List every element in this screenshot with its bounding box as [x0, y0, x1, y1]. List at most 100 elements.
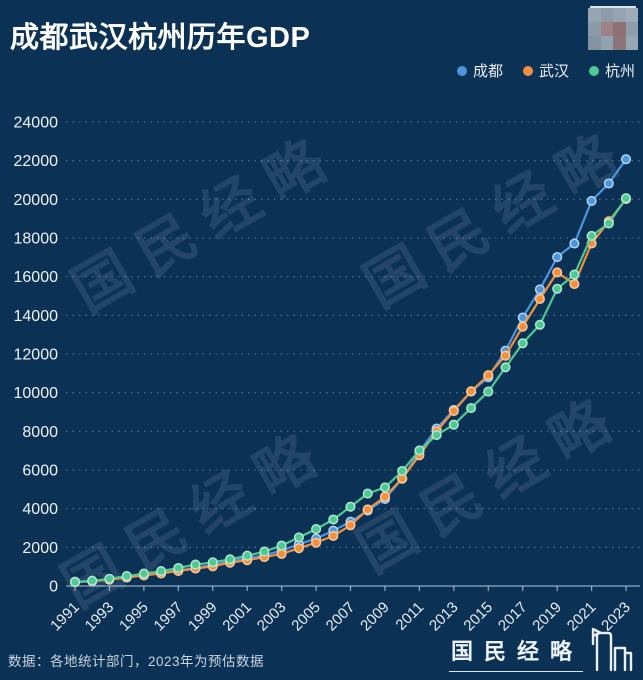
data-point-wuhan [311, 537, 322, 548]
x-tick-label: 1993 [82, 599, 118, 635]
data-point-hangzhou [293, 532, 304, 543]
y-tick-label: 24000 [14, 115, 59, 132]
data-point-hangzhou [87, 575, 98, 586]
censored-logo-pixel [625, 36, 638, 50]
data-point-hangzhou [207, 557, 218, 568]
data-point-hangzhou [517, 338, 528, 349]
data-point-hangzhou [466, 403, 477, 414]
building-icon [591, 627, 633, 672]
data-point-wuhan [345, 520, 356, 531]
data-point-hangzhou [603, 218, 614, 229]
legend-label: 武汉 [538, 63, 569, 80]
data-point-hangzhou [242, 550, 253, 561]
y-tick-label: 18000 [14, 231, 59, 248]
data-point-wuhan [293, 543, 304, 554]
x-tick-label: 2011 [392, 599, 427, 634]
legend-item-wuhan: 武汉 [522, 60, 569, 81]
y-tick-label: 0 [49, 579, 58, 596]
y-tick-label: 4000 [22, 501, 58, 518]
x-tick-label: 2007 [323, 599, 359, 635]
censored-logo-pixel [613, 22, 626, 36]
censored-logo-pixel [613, 36, 626, 50]
data-point-wuhan [362, 504, 373, 515]
legend-dot-icon [522, 65, 533, 76]
data-point-chengdu [552, 252, 563, 263]
x-tick-label: 2005 [288, 599, 324, 635]
y-tick-label: 2000 [22, 540, 58, 557]
data-point-wuhan [276, 548, 287, 559]
data-point-chengdu [586, 195, 597, 206]
data-point-hangzhou [138, 568, 149, 579]
data-point-chengdu [569, 238, 580, 249]
data-point-hangzhou [379, 482, 391, 493]
data-point-wuhan [379, 491, 391, 502]
page-title: 成都武汉杭州历年GDP [10, 22, 311, 54]
data-point-hangzhou [620, 193, 632, 204]
y-tick-label: 20000 [14, 192, 59, 209]
brand-logo: 国民经略 [448, 620, 635, 672]
censored-logo-pixel [625, 8, 638, 22]
censored-logo-pixel [625, 22, 638, 36]
data-point-wuhan [500, 350, 511, 361]
data-point-hangzhou [104, 573, 115, 584]
y-tick-label: 6000 [22, 463, 58, 480]
data-point-hangzhou [69, 576, 81, 588]
data-point-chengdu [603, 178, 614, 189]
data-point-hangzhou [414, 445, 425, 456]
x-tick-label: 1995 [116, 599, 152, 635]
censored-logo-pixel [588, 36, 601, 50]
censored-logo-pixel [600, 36, 613, 50]
censored-logo [588, 8, 638, 50]
x-tick-label: 2003 [254, 599, 290, 635]
censored-logo-pixel [588, 8, 601, 22]
data-point-hangzhou [259, 546, 270, 557]
data-point-hangzhou [328, 514, 339, 525]
data-point-hangzhou [552, 283, 563, 294]
legend-item-chengdu: 成都 [456, 60, 503, 81]
data-point-wuhan [552, 267, 563, 278]
data-point-hangzhou [121, 571, 132, 582]
data-point-hangzhou [362, 488, 373, 499]
data-point-chengdu [534, 284, 545, 295]
data-point-hangzhou [224, 554, 236, 565]
data-point-hangzhou [483, 386, 494, 397]
censored-logo-pixel [588, 22, 601, 36]
data-point-wuhan [328, 530, 339, 541]
legend-dot-icon [588, 65, 599, 76]
data-point-wuhan [569, 279, 580, 290]
y-tick-label: 10000 [14, 385, 59, 402]
x-tick-label: 1991 [47, 599, 83, 635]
legend: 成都 武汉 杭州 [456, 60, 635, 81]
x-tick-label: 1997 [151, 599, 187, 635]
y-tick-label: 8000 [22, 424, 58, 441]
source-note: 数据：各地统计部门，2023年为预估数据 [8, 654, 265, 669]
censored-logo-pixel [613, 8, 626, 22]
data-point-chengdu [620, 154, 632, 165]
data-point-hangzhou [500, 362, 511, 373]
data-point-hangzhou [586, 230, 597, 241]
x-tick-label: 2009 [357, 599, 393, 635]
legend-dot-icon [456, 65, 467, 76]
y-tick-label: 14000 [14, 308, 59, 325]
data-point-wuhan [483, 370, 494, 381]
y-tick-label: 22000 [14, 153, 59, 170]
censored-logo-pixel [600, 8, 613, 22]
data-point-hangzhou [173, 562, 184, 574]
legend-label: 杭州 [604, 63, 635, 80]
data-point-hangzhou [431, 430, 442, 441]
legend-item-hangzhou: 杭州 [588, 60, 635, 81]
x-tick-label: 2001 [219, 599, 255, 635]
data-point-wuhan [517, 321, 528, 332]
brand-name: 国民经略 [448, 641, 583, 672]
data-point-hangzhou [311, 524, 322, 535]
y-tick-label: 16000 [14, 269, 59, 286]
data-point-hangzhou [190, 559, 201, 570]
data-point-hangzhou [569, 269, 580, 280]
data-point-hangzhou [534, 319, 545, 330]
legend-label: 成都 [472, 63, 503, 80]
y-tick-label: 12000 [14, 347, 59, 364]
data-point-hangzhou [448, 419, 459, 430]
data-point-hangzhou [276, 540, 287, 551]
